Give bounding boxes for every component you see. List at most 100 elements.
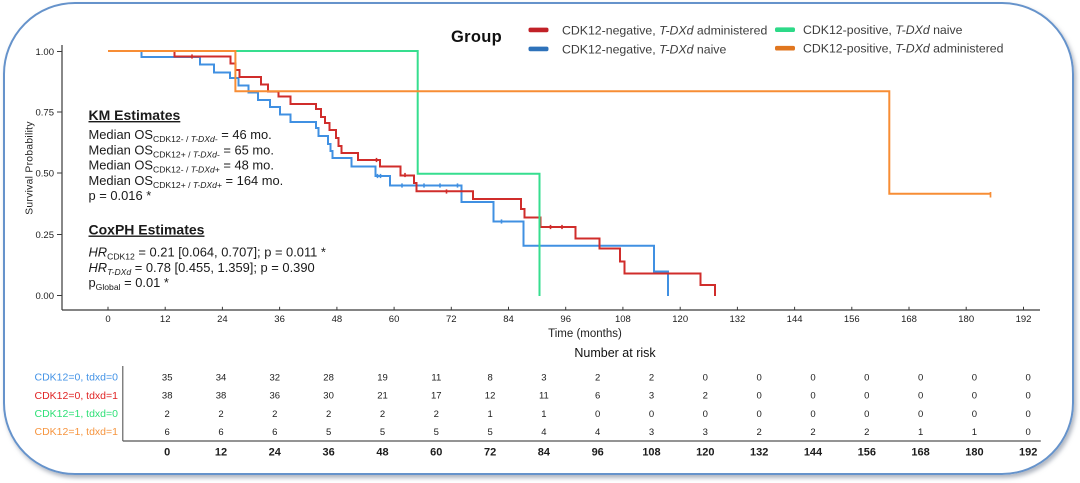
svg-text:35: 35 (162, 372, 173, 383)
svg-text:0: 0 (918, 409, 923, 420)
svg-text:0: 0 (164, 447, 170, 459)
svg-text:5: 5 (434, 427, 439, 438)
svg-text:0: 0 (1026, 372, 1031, 383)
svg-text:2: 2 (165, 409, 170, 420)
svg-text:CDK12=1, tdxd=1: CDK12=1, tdxd=1 (35, 426, 119, 438)
svg-text:180: 180 (958, 314, 974, 325)
svg-text:0: 0 (1026, 427, 1031, 438)
svg-text:HRT-DXd = 0.78 [0.455, 1.359];: HRT-DXd = 0.78 [0.455, 1.359]; p = 0.390 (89, 260, 315, 277)
svg-text:0: 0 (972, 409, 977, 420)
svg-text:11: 11 (431, 372, 441, 383)
svg-text:2: 2 (326, 409, 331, 420)
svg-text:108: 108 (615, 314, 631, 325)
svg-text:19: 19 (377, 372, 388, 383)
svg-text:1: 1 (972, 427, 977, 438)
svg-text:0: 0 (757, 409, 762, 420)
svg-text:2: 2 (864, 427, 869, 438)
svg-text:8: 8 (487, 372, 492, 383)
svg-text:Median OSCDK12- / T-DXd- = 46: Median OSCDK12- / T-DXd- = 46 mo. (89, 127, 272, 144)
svg-text:3: 3 (541, 372, 546, 383)
svg-text:84: 84 (538, 447, 551, 459)
svg-text:2: 2 (595, 372, 600, 383)
svg-text:11: 11 (539, 391, 549, 402)
svg-text:0.75: 0.75 (36, 107, 55, 118)
svg-text:36: 36 (270, 391, 281, 402)
svg-text:168: 168 (911, 447, 929, 459)
svg-text:0: 0 (864, 372, 869, 383)
svg-text:Survival Probability: Survival Probability (24, 121, 35, 215)
svg-text:6: 6 (165, 427, 170, 438)
svg-text:17: 17 (431, 391, 442, 402)
svg-text:2: 2 (703, 391, 708, 402)
svg-text:2: 2 (434, 409, 439, 420)
svg-text:0: 0 (864, 391, 869, 402)
svg-text:0: 0 (918, 391, 923, 402)
svg-text:CDK12-negative, T-DXd naive: CDK12-negative, T-DXd naive (562, 42, 726, 56)
svg-text:0: 0 (105, 314, 110, 325)
svg-text:84: 84 (503, 314, 514, 325)
svg-text:CDK12-negative, T-DXd administ: CDK12-negative, T-DXd administered (562, 23, 767, 37)
svg-text:5: 5 (487, 427, 492, 438)
svg-text:12: 12 (215, 447, 227, 459)
svg-text:0: 0 (703, 372, 708, 383)
svg-text:32: 32 (270, 372, 281, 383)
svg-text:KM Estimates: KM Estimates (89, 107, 181, 123)
svg-text:2: 2 (380, 409, 385, 420)
svg-text:2: 2 (272, 409, 277, 420)
svg-text:Group: Group (451, 28, 502, 46)
svg-text:HRCDK12 = 0.21 [0.064, 0.707];: HRCDK12 = 0.21 [0.064, 0.707]; p = 0.011… (89, 245, 326, 262)
svg-text:12: 12 (160, 314, 171, 325)
svg-text:28: 28 (323, 372, 334, 383)
svg-text:0: 0 (1026, 409, 1031, 420)
svg-text:38: 38 (162, 391, 173, 402)
svg-text:120: 120 (696, 447, 714, 459)
svg-text:36: 36 (274, 314, 285, 325)
svg-text:48: 48 (376, 447, 388, 459)
svg-text:Number at risk: Number at risk (574, 346, 656, 360)
svg-text:192: 192 (1016, 314, 1032, 325)
svg-text:2: 2 (757, 427, 762, 438)
svg-text:Median OSCDK12- / T-DXd+ = 48: Median OSCDK12- / T-DXd+ = 48 mo. (89, 158, 274, 175)
svg-text:CDK12-positive, T-DXd naive: CDK12-positive, T-DXd naive (803, 23, 963, 37)
svg-text:60: 60 (430, 447, 442, 459)
svg-text:0: 0 (649, 409, 654, 420)
svg-text:5: 5 (380, 427, 385, 438)
svg-text:CDK12=0, tdxd=0: CDK12=0, tdxd=0 (35, 372, 119, 384)
svg-text:3: 3 (649, 391, 654, 402)
svg-text:CoxPH Estimates: CoxPH Estimates (89, 222, 205, 238)
svg-text:0: 0 (1026, 391, 1031, 402)
svg-text:60: 60 (389, 314, 400, 325)
svg-text:1: 1 (487, 409, 492, 420)
svg-text:0.00: 0.00 (36, 291, 55, 302)
svg-text:96: 96 (560, 314, 571, 325)
svg-text:0: 0 (810, 391, 815, 402)
svg-text:36: 36 (322, 447, 334, 459)
svg-text:132: 132 (729, 314, 745, 325)
svg-text:0: 0 (595, 409, 600, 420)
svg-text:96: 96 (592, 447, 604, 459)
svg-text:144: 144 (787, 314, 803, 325)
svg-text:0.50: 0.50 (36, 168, 55, 179)
svg-text:pGlobal = 0.01 *: pGlobal = 0.01 * (89, 275, 169, 292)
svg-text:12: 12 (485, 391, 496, 402)
svg-text:CDK12=0, tdxd=1: CDK12=0, tdxd=1 (35, 390, 119, 402)
svg-text:108: 108 (642, 447, 660, 459)
svg-text:48: 48 (332, 314, 343, 325)
svg-text:0: 0 (757, 391, 762, 402)
svg-text:0: 0 (972, 372, 977, 383)
svg-text:156: 156 (844, 314, 860, 325)
svg-text:5: 5 (326, 427, 331, 438)
svg-text:3: 3 (703, 427, 708, 438)
svg-text:24: 24 (269, 447, 282, 459)
svg-text:2: 2 (810, 427, 815, 438)
svg-text:Median OSCDK12+ / T-DXd- = 65: Median OSCDK12+ / T-DXd- = 65 mo. (89, 142, 274, 159)
svg-text:38: 38 (216, 391, 227, 402)
svg-text:6: 6 (595, 391, 600, 402)
svg-text:156: 156 (858, 447, 876, 459)
svg-text:6: 6 (272, 427, 277, 438)
svg-text:120: 120 (672, 314, 688, 325)
svg-text:192: 192 (1019, 447, 1037, 459)
svg-text:0: 0 (703, 409, 708, 420)
svg-text:0: 0 (810, 372, 815, 383)
svg-text:0: 0 (918, 372, 923, 383)
